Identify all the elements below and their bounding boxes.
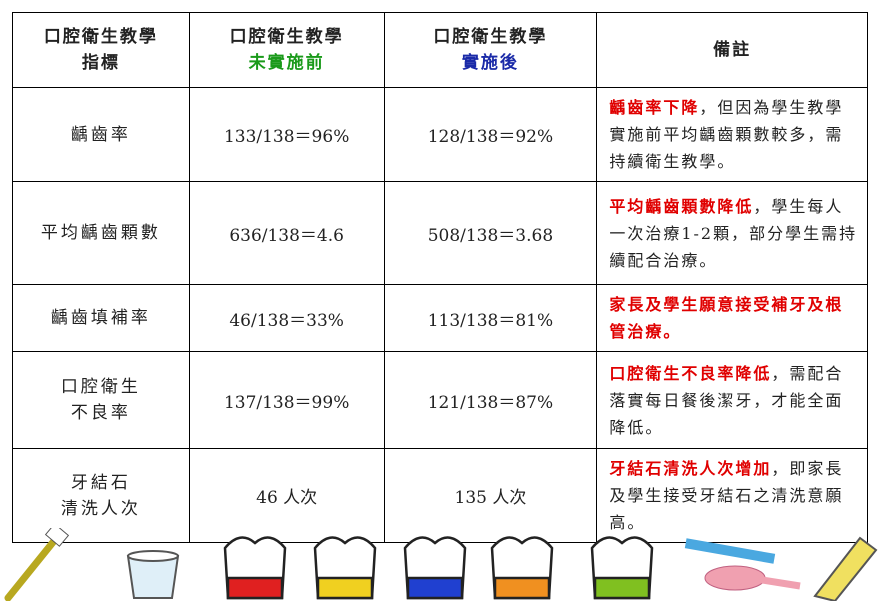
note-highlight: 口腔衛生不良率降低	[609, 364, 771, 383]
note-highlight: 牙結石清洗人次增加	[609, 459, 771, 478]
header-cell: 口腔衛生教學未實施前	[189, 13, 384, 88]
cup-rim	[128, 551, 178, 561]
note-cell: 平均齲齒顆數降低，學生每人一次治療1-2顆，部分學生需持續配合治療。	[597, 182, 868, 285]
note-cell: 齲齒率下降，但因為學生教學實施前平均齲齒顆數較多，需持續衛生教學。	[597, 88, 868, 182]
toothpaste	[815, 538, 876, 601]
indicator-text: 平均齲齒顆數	[13, 220, 189, 246]
toothbrush	[8, 528, 68, 598]
after-cell: 508/138＝3.68	[384, 182, 597, 285]
indicator-cell: 平均齲齒顆數	[13, 182, 190, 285]
indicator-text: 牙結石	[13, 470, 189, 496]
note-highlight: 平均齲齒顆數降低	[609, 197, 753, 216]
header-cell: 口腔衛生教學指標	[13, 13, 190, 88]
indicator-text: 齲齒率	[13, 122, 189, 148]
header-text: 口腔衛生教學	[190, 24, 384, 50]
indicator-text: 清洗人次	[13, 496, 189, 522]
header-text: 實施後	[385, 50, 597, 76]
header-cell: 備註	[597, 13, 868, 88]
before-cell: 46/138＝33%	[189, 285, 384, 352]
indicator-cell: 齲齒填補率	[13, 285, 190, 352]
after-cell: 113/138＝81%	[384, 285, 597, 352]
comb-and-brush	[685, 538, 800, 590]
before-cell: 636/138＝4.6	[189, 182, 384, 285]
cup	[128, 556, 178, 598]
note-highlight: 家長及學生願意接受補牙及根管治療。	[609, 295, 843, 341]
header-text: 未實施前	[190, 50, 384, 76]
page: {"header": [["口腔衛生教學", "指標"], ["口腔衛生教學",…	[0, 0, 880, 601]
note-cell: 口腔衛生不良率降低，需配合落實每日餐後潔牙，才能全面降低。	[597, 352, 868, 449]
before-cell: 137/138＝99%	[189, 352, 384, 449]
tooth-faces	[225, 538, 652, 598]
decorative-icons	[0, 528, 880, 601]
indicator-text: 口腔衛生	[13, 374, 189, 400]
indicator-text: 齲齒填補率	[13, 305, 189, 331]
header-text: 備註	[597, 37, 867, 63]
before-cell: 133/138＝96%	[189, 88, 384, 182]
header-text: 口腔衛生教學	[13, 24, 189, 50]
indicator-cell: 齲齒率	[13, 88, 190, 182]
indicator-text: 不良率	[13, 400, 189, 426]
after-cell: 121/138＝87%	[384, 352, 597, 449]
header-row: 口腔衛生教學指標口腔衛生教學未實施前口腔衛生教學實施後備註	[13, 13, 868, 88]
after-cell: 128/138＝92%	[384, 88, 597, 182]
note-highlight: 齲齒率下降	[609, 98, 699, 117]
header-text: 口腔衛生教學	[385, 24, 597, 50]
note-cell: 家長及學生願意接受補牙及根管治療。	[597, 285, 868, 352]
header-cell: 口腔衛生教學實施後	[384, 13, 597, 88]
header-text: 指標	[13, 50, 189, 76]
indicator-cell: 口腔衛生不良率	[13, 352, 190, 449]
